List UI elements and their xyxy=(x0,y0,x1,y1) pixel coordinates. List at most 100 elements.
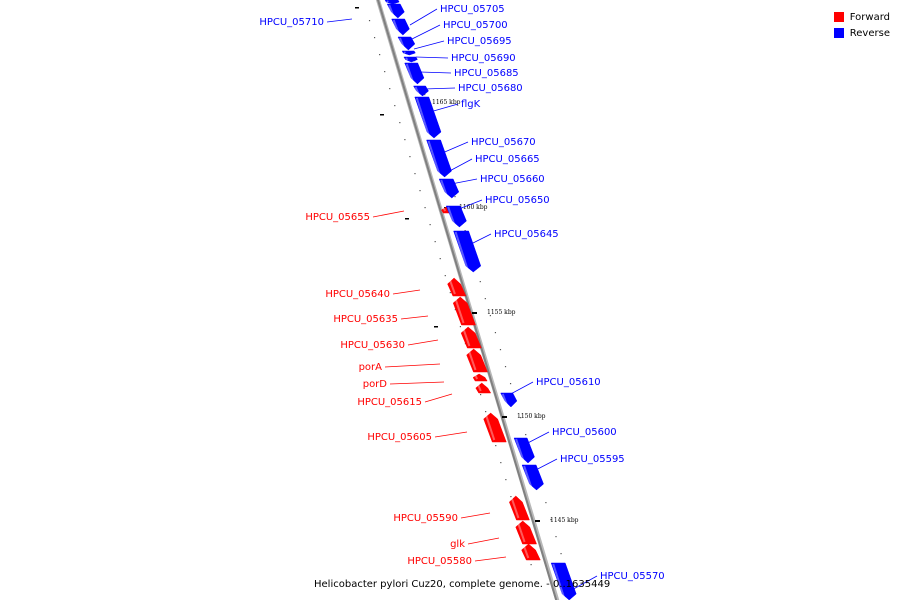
gene-label[interactable]: HPCU_05680 xyxy=(458,83,523,94)
minor-tick xyxy=(419,190,421,192)
gene-block[interactable] xyxy=(472,373,488,382)
gene-block[interactable] xyxy=(513,437,535,464)
minor-tick xyxy=(495,445,497,447)
gene-block[interactable] xyxy=(403,56,418,63)
gene-label[interactable]: HPCU_05600 xyxy=(552,427,617,438)
gene-block[interactable] xyxy=(397,36,416,51)
minor-tick xyxy=(399,122,401,124)
gene-label[interactable]: HPCU_05615 xyxy=(357,397,422,408)
minor-tick xyxy=(464,230,466,232)
minor-tick xyxy=(479,281,481,283)
gene-label[interactable]: HPCU_05700 xyxy=(443,20,508,31)
minor-tick xyxy=(494,332,497,334)
gene-block[interactable] xyxy=(509,495,530,521)
gene-block[interactable] xyxy=(404,62,425,85)
gene-label[interactable]: HPCU_05640 xyxy=(325,289,390,300)
gene-label[interactable]: HPCU_05645 xyxy=(494,229,559,240)
minor-tick xyxy=(454,196,456,198)
gene-highlight xyxy=(516,521,526,543)
minor-tick xyxy=(379,54,381,56)
label-connector xyxy=(450,199,483,213)
gene-label[interactable]: HPCU_05650 xyxy=(485,195,550,206)
gene-highlight xyxy=(403,51,406,54)
gene-label[interactable]: HPCU_05570 xyxy=(600,571,665,582)
gene-labels: HPCU_05710 HPCU_05705 HPCU_05700 HPCU_05695… xyxy=(259,4,665,593)
gene-block[interactable] xyxy=(447,277,467,297)
minor-tick xyxy=(489,315,491,317)
gene-block[interactable] xyxy=(521,464,544,491)
gene-label[interactable]: glk xyxy=(450,539,465,550)
gene-block[interactable] xyxy=(452,296,476,326)
gene-label[interactable]: HPCU_05665 xyxy=(475,154,540,165)
label-connector xyxy=(423,87,456,90)
minor-tick xyxy=(434,241,436,243)
gene-label[interactable]: HPCU_05580 xyxy=(407,556,472,567)
gene-label[interactable]: HPCU_05595 xyxy=(560,454,625,465)
gene-label[interactable]: HPCU_05635 xyxy=(333,314,398,325)
gene-highlight xyxy=(552,563,566,599)
minor-tick xyxy=(509,383,512,385)
gene-block[interactable] xyxy=(384,0,400,5)
gene-label[interactable]: HPCU_05685 xyxy=(454,68,519,79)
gene-block[interactable] xyxy=(413,85,429,97)
gene-label[interactable]: HPCU_05690 xyxy=(451,53,516,64)
gene-label[interactable]: HPCU_05655 xyxy=(305,212,370,223)
gene-highlight xyxy=(388,4,395,17)
gene-block[interactable] xyxy=(401,50,416,56)
minor-tick xyxy=(484,298,486,300)
label-connector xyxy=(429,103,459,113)
gene-label[interactable]: HPCU_05710 xyxy=(259,17,324,28)
label-connector xyxy=(392,289,421,295)
gene-label[interactable]: HPCU_05695 xyxy=(447,36,512,47)
label-connector xyxy=(445,178,478,186)
gene-block[interactable] xyxy=(515,520,537,545)
genome-backbone xyxy=(375,0,560,600)
minor-tick xyxy=(389,88,391,90)
gene-label[interactable]: porD xyxy=(363,379,388,390)
gene-highlight xyxy=(399,37,405,49)
gene-block[interactable] xyxy=(521,543,541,561)
gene-highlight xyxy=(501,393,508,406)
major-tick xyxy=(535,520,540,522)
gene-block[interactable] xyxy=(386,3,405,19)
gene-block[interactable] xyxy=(475,382,492,394)
minor-tick xyxy=(424,94,426,96)
gene-highlight xyxy=(415,97,430,137)
gene-block[interactable] xyxy=(414,96,442,139)
gene-label[interactable]: HPCU_05590 xyxy=(393,513,458,524)
gene-block[interactable] xyxy=(445,205,467,228)
label-connector xyxy=(527,458,558,475)
gene-label[interactable]: HPCU_05630 xyxy=(340,340,405,351)
tick-label: 1155 kbp xyxy=(487,309,516,316)
minor-tick xyxy=(560,553,562,555)
gene-label[interactable]: flgK xyxy=(461,99,481,110)
tick-label: 1145 kbp xyxy=(550,517,579,524)
label-connector xyxy=(411,24,441,40)
minor-tick xyxy=(429,224,431,226)
minor-tick xyxy=(405,218,409,220)
gene-highlight xyxy=(405,57,409,61)
gene-highlight xyxy=(392,19,400,34)
gene-label[interactable]: HPCU_05660 xyxy=(480,174,545,185)
gene-label[interactable]: HPCU_05670 xyxy=(471,137,536,148)
label-connector xyxy=(443,158,473,175)
gene-block[interactable] xyxy=(426,139,452,178)
gene-block[interactable] xyxy=(391,18,410,36)
gene-block[interactable] xyxy=(466,348,488,373)
minor-tick xyxy=(510,496,512,498)
gene-label[interactable]: HPCU_05705 xyxy=(440,4,505,15)
gene-label[interactable]: HPCU_05605 xyxy=(367,432,432,443)
gene-block[interactable] xyxy=(500,392,518,408)
gene-label[interactable]: porA xyxy=(359,362,383,373)
legend-label-forward: Forward xyxy=(849,11,890,23)
minor-tick xyxy=(434,326,438,328)
minor-tick xyxy=(545,502,547,504)
gene-highlight xyxy=(476,383,482,392)
gene-block[interactable] xyxy=(483,412,507,443)
gene-block[interactable] xyxy=(460,326,482,349)
label-connector xyxy=(407,339,439,346)
gene-label[interactable]: HPCU_05610 xyxy=(536,377,601,388)
minor-tick xyxy=(454,309,456,311)
gene-block[interactable] xyxy=(453,230,482,273)
